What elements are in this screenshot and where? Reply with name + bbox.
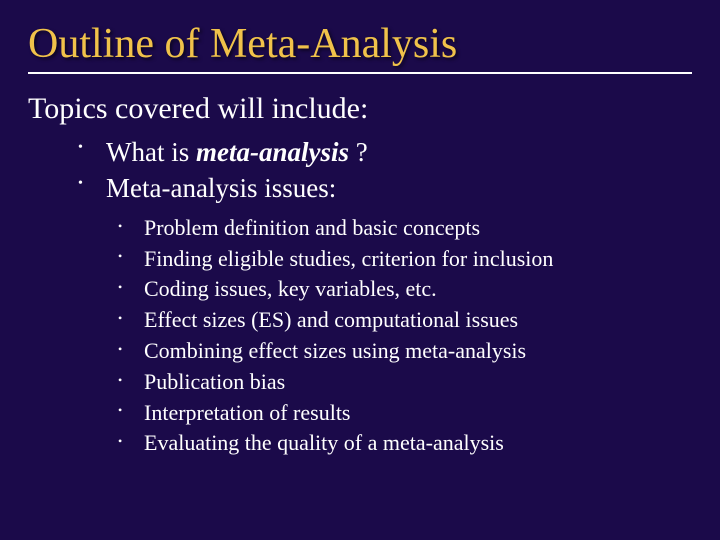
- level2-text: Effect sizes (ES) and computational issu…: [144, 307, 518, 332]
- level1-text-pre: What is: [106, 137, 196, 167]
- level1-list: What is meta-analysis ? Meta-analysis is…: [28, 134, 692, 207]
- level2-text: Publication bias: [144, 369, 285, 394]
- slide-subtitle: Topics covered will include:: [28, 92, 692, 126]
- level2-item: Effect sizes (ES) and computational issu…: [118, 305, 692, 336]
- level2-text: Problem definition and basic concepts: [144, 215, 480, 240]
- level1-text-em: meta-analysis: [196, 137, 349, 167]
- level2-list: Problem definition and basic concepts Fi…: [28, 213, 692, 459]
- slide-title: Outline of Meta-Analysis: [28, 20, 692, 74]
- level2-item: Publication bias: [118, 367, 692, 398]
- level2-item: Coding issues, key variables, etc.: [118, 274, 692, 305]
- level1-item: What is meta-analysis ?: [78, 134, 692, 170]
- level1-item: Meta-analysis issues:: [78, 170, 692, 206]
- level2-text: Evaluating the quality of a meta-analysi…: [144, 430, 504, 455]
- level2-text: Finding eligible studies, criterion for …: [144, 246, 553, 271]
- level1-text-pre: Meta-analysis issues:: [106, 173, 336, 203]
- level2-item: Finding eligible studies, criterion for …: [118, 244, 692, 275]
- slide: Outline of Meta-Analysis Topics covered …: [0, 0, 720, 540]
- level2-text: Interpretation of results: [144, 400, 351, 425]
- level2-item: Problem definition and basic concepts: [118, 213, 692, 244]
- level2-item: Evaluating the quality of a meta-analysi…: [118, 428, 692, 459]
- level2-text: Coding issues, key variables, etc.: [144, 276, 437, 301]
- level2-item: Interpretation of results: [118, 398, 692, 429]
- level2-item: Combining effect sizes using meta-analys…: [118, 336, 692, 367]
- level2-text: Combining effect sizes using meta-analys…: [144, 338, 526, 363]
- level1-text-post: ?: [349, 137, 368, 167]
